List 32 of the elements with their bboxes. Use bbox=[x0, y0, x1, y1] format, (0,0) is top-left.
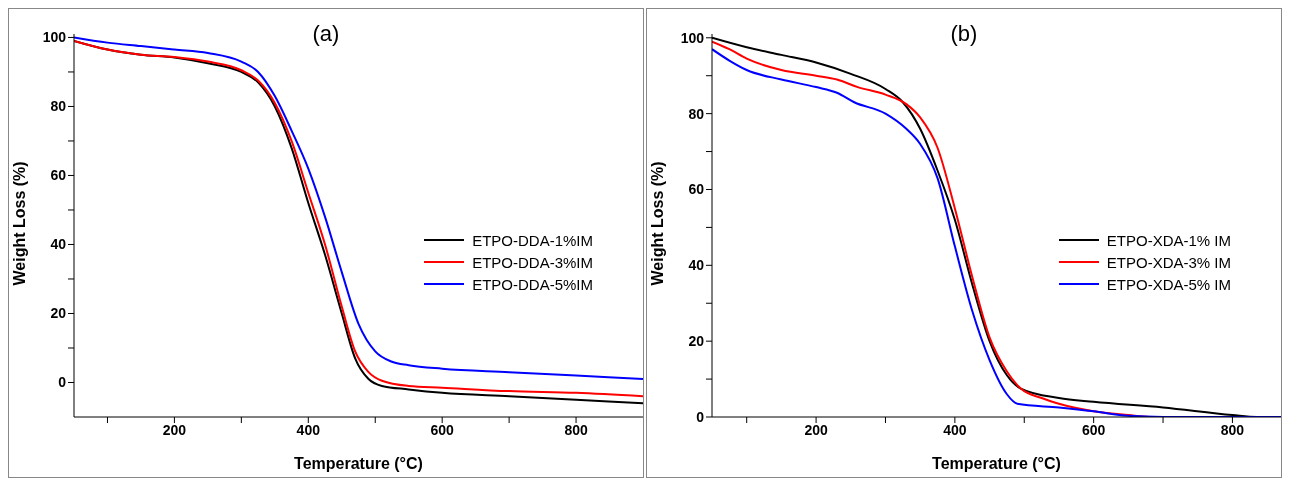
legend-label: ETPO-XDA-3% IM bbox=[1106, 253, 1231, 271]
legend-label: ETPO-XDA-5% IM bbox=[1106, 275, 1231, 293]
x-tick-label: 400 bbox=[943, 421, 967, 438]
x-tick-label: 600 bbox=[430, 421, 455, 438]
y-tick-label: 20 bbox=[688, 333, 705, 350]
y-tick-label: 80 bbox=[50, 98, 67, 115]
legend-label: ETPO-XDA-1% IM bbox=[1106, 231, 1231, 249]
x-tick-label: 600 bbox=[1081, 421, 1106, 438]
y-tick-label: 20 bbox=[50, 305, 67, 322]
x-tick-label: 800 bbox=[564, 421, 588, 438]
x-tick-label: 200 bbox=[804, 421, 828, 438]
y-tick-label: 60 bbox=[688, 181, 705, 198]
x-tick-label: 800 bbox=[1220, 421, 1245, 438]
y-tick-label: 80 bbox=[688, 105, 705, 122]
chart-title: (a) bbox=[312, 21, 340, 46]
y-tick-label: 40 bbox=[688, 257, 705, 274]
y-axis-title: Weight Loss (%) bbox=[648, 161, 666, 286]
legend-label: ETPO-DDA-3%IM bbox=[472, 253, 593, 271]
y-tick-label: 100 bbox=[42, 29, 67, 46]
chart-title: (b) bbox=[950, 21, 978, 46]
legend-label: ETPO-DDA-5%IM bbox=[472, 275, 593, 293]
x-axis-title: Temperature (°C) bbox=[932, 455, 1061, 472]
y-tick-label: 0 bbox=[696, 408, 705, 425]
y-tick-label: 60 bbox=[50, 167, 67, 184]
y-axis-title: Weight Loss (%) bbox=[10, 161, 28, 286]
legend-label: ETPO-DDA-1%IM bbox=[472, 231, 593, 249]
x-tick-label: 200 bbox=[162, 421, 187, 438]
y-tick-label: 40 bbox=[50, 236, 67, 253]
y-tick-label: 0 bbox=[58, 374, 67, 391]
x-axis-title: Temperature (°C) bbox=[294, 455, 423, 472]
y-tick-label: 100 bbox=[680, 29, 705, 46]
x-tick-label: 400 bbox=[296, 421, 321, 438]
